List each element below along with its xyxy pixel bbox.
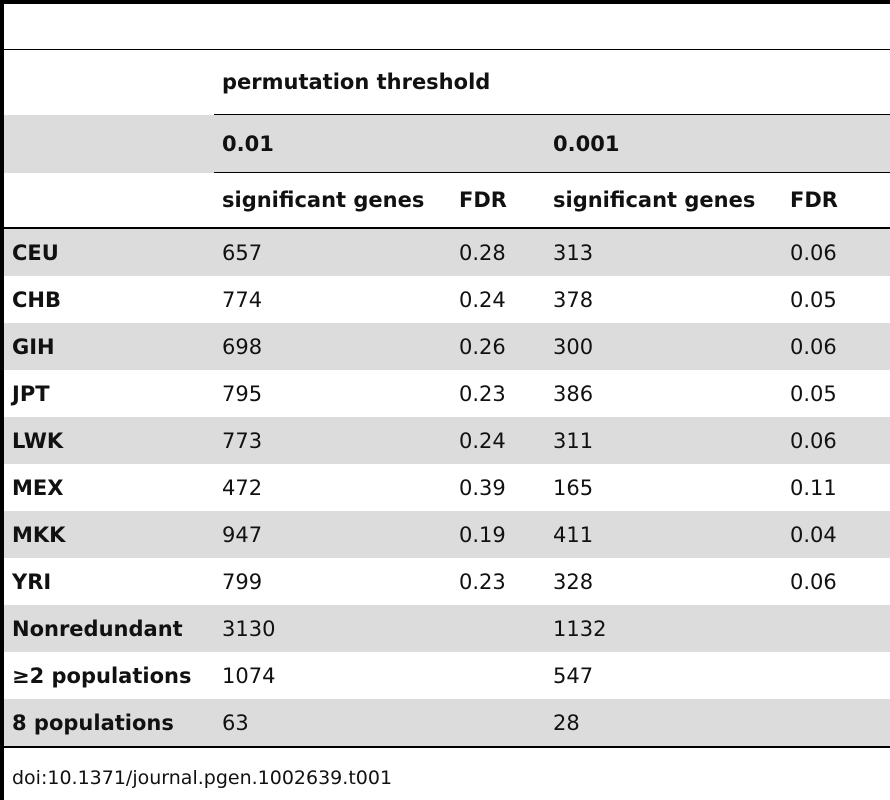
row-label: YRI (12, 569, 52, 594)
header-corner-cell (4, 172, 214, 229)
cell-fdr-0-001 (782, 699, 890, 748)
col-header-fdr-2: FDR (782, 172, 890, 229)
cell-sig-genes-0-01: 799 (222, 569, 263, 594)
table-row: MKK 947 0.19 411 0.04 (4, 511, 890, 558)
row-label: GIH (4, 323, 214, 370)
cell-sig-genes-0-01: 698 (214, 323, 451, 370)
cell-fdr-0-001: 0.11 (790, 475, 837, 500)
cell-fdr-0-001: 0.04 (782, 511, 890, 558)
row-label: ≥2 populations (12, 663, 192, 688)
cell-fdr-0-01: 0.23 (459, 381, 506, 406)
cell-fdr-0-01 (451, 699, 545, 748)
cell-sig-genes-0-01: 1074 (222, 663, 276, 688)
row-label: MEX (12, 475, 64, 500)
cell-sig-genes-0-01: 3130 (214, 605, 451, 652)
group-header-cell: permutation threshold (214, 49, 890, 115)
header-corner-cell (4, 114, 214, 173)
cell-sig-genes-0-001: 411 (545, 511, 782, 558)
cell-sig-genes-0-001: 300 (545, 323, 782, 370)
cell-sig-genes-0-01: 472 (222, 475, 263, 500)
cell-fdr-0-01: 0.28 (451, 228, 545, 276)
cell-sig-genes-0-01: 774 (222, 287, 263, 312)
top-border-rule (0, 0, 890, 4)
left-border-rule (0, 0, 4, 800)
cell-fdr-0-001 (782, 652, 890, 699)
table-row: CHB 774 0.24 378 0.05 (4, 276, 890, 323)
table-row: MEX 472 0.39 165 0.11 (4, 464, 890, 511)
cell-fdr-0-01: 0.24 (451, 417, 545, 464)
cell-fdr-0-01: 0.19 (451, 511, 545, 558)
table-row: ≥2 populations 1074 547 (4, 652, 890, 699)
cell-fdr-0-001: 0.05 (790, 381, 837, 406)
table-row: 8 populations 63 28 (4, 699, 890, 748)
cell-sig-genes-0-001: 1132 (545, 605, 782, 652)
cell-sig-genes-0-01: 657 (214, 228, 451, 276)
cell-sig-genes-0-01: 947 (214, 511, 451, 558)
results-table: permutation threshold 0.01 0.001 signifi… (4, 49, 890, 748)
cell-fdr-0-01: 0.24 (459, 287, 506, 312)
table-body: permutation threshold 0.01 0.001 signifi… (4, 49, 890, 748)
cell-fdr-0-001: 0.06 (782, 417, 890, 464)
cell-sig-genes-0-01: 63 (214, 699, 451, 748)
cell-fdr-0-01 (451, 652, 545, 699)
table-row: JPT 795 0.23 386 0.05 (4, 370, 890, 417)
col-header-significant-genes-2: significant genes (545, 172, 782, 229)
table-row: LWK 773 0.24 311 0.06 (4, 417, 890, 464)
row-label: 8 populations (4, 699, 214, 748)
header-row-thresholds: 0.01 0.001 (4, 114, 890, 173)
table-row: YRI 799 0.23 328 0.06 (4, 558, 890, 605)
results-table-container: permutation threshold 0.01 0.001 signifi… (4, 49, 890, 748)
doi-link[interactable]: doi:10.1371/journal.pgen.1002639.t001 (12, 767, 393, 789)
cell-fdr-0-001: 0.05 (790, 287, 837, 312)
row-label: CHB (12, 287, 61, 312)
table-row: GIH 698 0.26 300 0.06 (4, 323, 890, 370)
cell-sig-genes-0-001: 547 (553, 663, 594, 688)
header-corner-cell (4, 50, 214, 115)
header-row-group: permutation threshold (4, 49, 890, 115)
cell-fdr-0-001: 0.06 (782, 323, 890, 370)
cell-sig-genes-0-001: 386 (553, 381, 594, 406)
threshold-header-0-001: 0.001 (545, 114, 890, 173)
row-label: JPT (12, 381, 50, 406)
cell-sig-genes-0-01: 773 (214, 417, 451, 464)
row-label: Nonredundant (4, 605, 214, 652)
table-row: Nonredundant 3130 1132 (4, 605, 890, 652)
cell-fdr-0-01: 0.39 (459, 475, 506, 500)
row-label: MKK (4, 511, 214, 558)
cell-sig-genes-0-01: 795 (222, 381, 263, 406)
cell-fdr-0-01 (451, 605, 545, 652)
cell-sig-genes-0-001: 165 (553, 475, 594, 500)
cell-fdr-0-001: 0.06 (790, 569, 837, 594)
row-label: LWK (4, 417, 214, 464)
row-label: CEU (4, 228, 214, 276)
threshold-header-0-01: 0.01 (214, 114, 545, 173)
cell-sig-genes-0-001: 378 (553, 287, 594, 312)
table-row: CEU 657 0.28 313 0.06 (4, 228, 890, 276)
col-header-significant-genes-1: significant genes (214, 172, 451, 229)
cell-sig-genes-0-001: 28 (545, 699, 782, 748)
cell-fdr-0-01: 0.26 (451, 323, 545, 370)
cell-fdr-0-001: 0.06 (782, 228, 890, 276)
cell-sig-genes-0-001: 328 (553, 569, 594, 594)
cell-fdr-0-01: 0.23 (459, 569, 506, 594)
col-header-fdr-1: FDR (451, 172, 545, 229)
cell-fdr-0-001 (782, 605, 890, 652)
cell-sig-genes-0-001: 313 (545, 228, 782, 276)
header-row-columns: significant genes FDR significant genes … (4, 172, 890, 229)
cell-sig-genes-0-001: 311 (545, 417, 782, 464)
